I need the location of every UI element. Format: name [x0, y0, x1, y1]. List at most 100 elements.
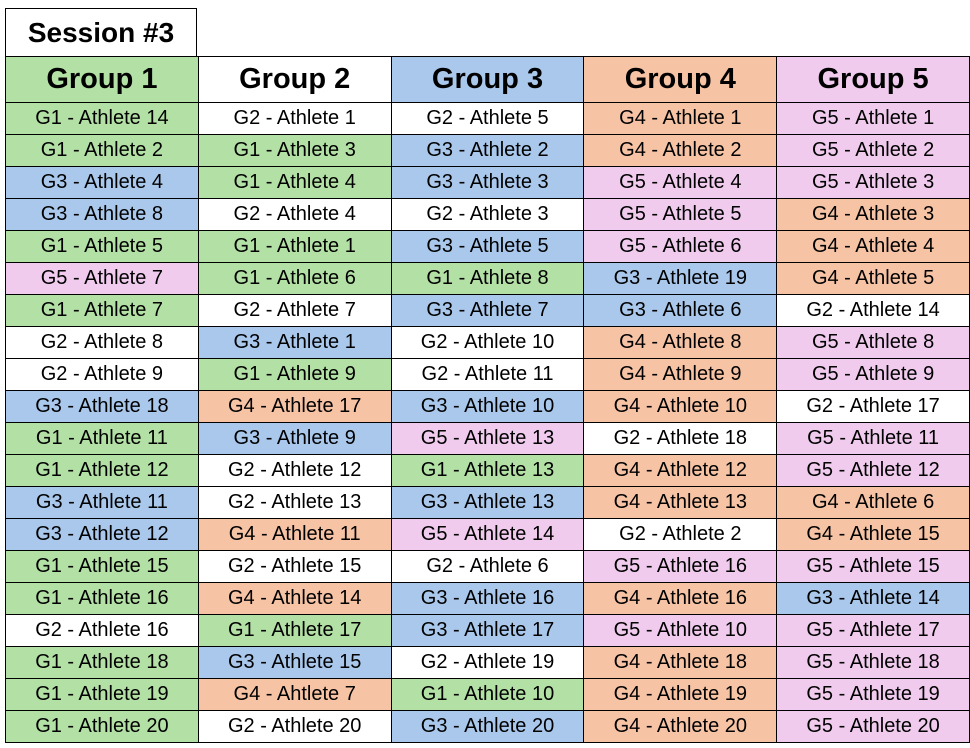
athlete-cell: G4 - Athlete 12: [583, 454, 778, 487]
athlete-cell: G5 - Athlete 13: [390, 422, 585, 455]
athlete-cell: G4 - Athlete 6: [776, 486, 970, 519]
athlete-cell: G4 - Athlete 15: [776, 518, 970, 551]
athlete-cell: G5 - Athlete 5: [583, 198, 778, 231]
athlete-cell: G4 - Athlete 11: [197, 518, 392, 551]
athlete-cell: G4 - Athlete 20: [583, 710, 778, 743]
athlete-cell: G2 - Athlete 17: [776, 390, 970, 423]
athlete-cell: G2 - Athlete 18: [583, 422, 778, 455]
athlete-cell: G3 - Athlete 12: [5, 518, 199, 551]
table-row: G3 - Athlete 8 G2 - Athlete 4 G2 - Athlete…: [5, 198, 970, 231]
athlete-cell: G1 - Athlete 6: [197, 262, 392, 295]
athlete-cell: G2 - Athlete 11: [390, 358, 585, 391]
table-row: G2 - Athlete 16 G1 - Athlete 17 G3 - Athle…: [5, 614, 970, 647]
table-row: G1 - Athlete 18 G3 - Athlete 15 G2 - Athle…: [5, 646, 970, 679]
table-row: G3 - Athlete 11 G2 - Athlete 13 G3 - Athle…: [5, 486, 970, 519]
athlete-cell: G1 - Athlete 13: [390, 454, 585, 487]
athlete-cell: G3 - Athlete 2: [390, 134, 585, 167]
athlete-cell: G2 - Athlete 8: [5, 326, 199, 359]
group-roster-table: Group 1 Group 2 Group 3 Group 4 Group 5 …: [5, 56, 970, 743]
athlete-cell: G1 - Athlete 4: [197, 166, 392, 199]
athlete-cell: G4 - Athlete 9: [583, 358, 778, 391]
athlete-cell: G1 - Athlete 1: [197, 230, 392, 263]
athlete-cell: G3 - Athlete 18: [5, 390, 199, 423]
athlete-cell: G5 - Athlete 17: [776, 614, 970, 647]
athlete-cell: G3 - Athlete 4: [5, 166, 199, 199]
athlete-cell: G4 - Athlete 16: [583, 582, 778, 615]
athlete-cell: G1 - Athlete 16: [5, 582, 199, 615]
athlete-cell: G2 - Athlete 2: [583, 518, 778, 551]
athlete-cell: G1 - Athlete 5: [5, 230, 199, 263]
athlete-cell: G2 - Athlete 20: [197, 710, 392, 743]
athlete-cell: G5 - Athlete 1: [776, 102, 970, 135]
athlete-cell: G5 - Athlete 6: [583, 230, 778, 263]
athlete-cell: G3 - Athlete 8: [5, 198, 199, 231]
group-header: Group 3: [390, 56, 585, 103]
athlete-cell: G4 - Athlete 5: [776, 262, 970, 295]
athlete-cell: G3 - Athlete 10: [390, 390, 585, 423]
table-row: G2 - Athlete 9 G1 - Athlete 9 G2 - Athlete…: [5, 358, 970, 391]
athlete-cell: G3 - Athlete 17: [390, 614, 585, 647]
athlete-cell: G1 - Athlete 18: [5, 646, 199, 679]
athlete-cell: G1 - Athlete 3: [197, 134, 392, 167]
athlete-cell: G1 - Athlete 19: [5, 678, 199, 711]
athlete-cell: G2 - Athlete 12: [197, 454, 392, 487]
athlete-cell: G4 - Athlete 2: [583, 134, 778, 167]
athlete-cell: G5 - Athlete 18: [776, 646, 970, 679]
athlete-cell: G2 - Athlete 7: [197, 294, 392, 327]
athlete-cell: G2 - Athlete 16: [5, 614, 199, 647]
athlete-cell: G4 - Athlete 14: [197, 582, 392, 615]
athlete-cell: G1 - Athlete 15: [5, 550, 199, 583]
table-row: G1 - Athlete 5 G1 - Athlete 1 G3 - Athlete…: [5, 230, 970, 263]
athlete-cell: G3 - Athlete 5: [390, 230, 585, 263]
athlete-cell: G2 - Athlete 10: [390, 326, 585, 359]
table-row: G1 - Athlete 14 G2 - Athlete 1 G2 - Athlet…: [5, 102, 970, 135]
athlete-cell: G3 - Athlete 1: [197, 326, 392, 359]
group-header: Group 1: [5, 56, 199, 103]
athlete-cell: G4 - Athlete 1: [583, 102, 778, 135]
table-row: G1 - Athlete 15 G2 - Athlete 15 G2 - Athle…: [5, 550, 970, 583]
table-row: G1 - Athlete 7 G2 - Athlete 7 G3 - Athlete…: [5, 294, 970, 327]
header-row: Group 1 Group 2 Group 3 Group 4 Group 5: [5, 56, 970, 103]
table-row: G1 - Athlete 12 G2 - Athlete 12 G1 - Athle…: [5, 454, 970, 487]
athlete-cell: G2 - Athlete 9: [5, 358, 199, 391]
athlete-cell: G3 - Athlete 6: [583, 294, 778, 327]
athlete-cell: G4 - Athlete 4: [776, 230, 970, 263]
athlete-cell: G5 - Athlete 10: [583, 614, 778, 647]
athlete-cell: G5 - Athlete 8: [776, 326, 970, 359]
athlete-cell: G1 - Athlete 10: [390, 678, 585, 711]
athlete-cell: G5 - Athlete 14: [390, 518, 585, 551]
athlete-cell: G1 - Athlete 14: [5, 102, 199, 135]
table-row: G1 - Athlete 19 G4 - Ahtlete 7 G1 - Athlet…: [5, 678, 970, 711]
athlete-cell: G4 - Athlete 18: [583, 646, 778, 679]
athlete-cell: G1 - Athlete 9: [197, 358, 392, 391]
athlete-cell: G4 - Ahtlete 7: [197, 678, 392, 711]
athlete-cell: G2 - Athlete 15: [197, 550, 392, 583]
athlete-cell: G3 - Athlete 3: [390, 166, 585, 199]
athlete-cell: G3 - Athlete 19: [583, 262, 778, 295]
athlete-cell: G4 - Athlete 8: [583, 326, 778, 359]
athlete-cell: G3 - Athlete 14: [776, 582, 970, 615]
athlete-cell: G2 - Athlete 1: [197, 102, 392, 135]
athlete-cell: G2 - Athlete 13: [197, 486, 392, 519]
athlete-cell: G3 - Athlete 7: [390, 294, 585, 327]
table-row: G3 - Athlete 4 G1 - Athlete 4 G3 - Athlete…: [5, 166, 970, 199]
session-title: Session #3: [5, 8, 197, 56]
athlete-cell: G3 - Athlete 20: [390, 710, 585, 743]
athlete-cell: G3 - Athlete 13: [390, 486, 585, 519]
athlete-cell: G1 - Athlete 7: [5, 294, 199, 327]
athlete-cell: G1 - Athlete 2: [5, 134, 199, 167]
table-row: G1 - Athlete 11 G3 - Athlete 9 G5 - Athlet…: [5, 422, 970, 455]
athlete-cell: G2 - Athlete 19: [390, 646, 585, 679]
group-header: Group 2: [197, 56, 392, 103]
athlete-cell: G2 - Athlete 3: [390, 198, 585, 231]
group-header: Group 5: [776, 56, 970, 103]
athlete-cell: G5 - Athlete 20: [776, 710, 970, 743]
athlete-cell: G4 - Athlete 19: [583, 678, 778, 711]
athlete-cell: G3 - Athlete 11: [5, 486, 199, 519]
table-row: G1 - Athlete 16 G4 - Athlete 14 G3 - Athle…: [5, 582, 970, 615]
athlete-cell: G5 - Athlete 11: [776, 422, 970, 455]
athlete-cell: G4 - Athlete 13: [583, 486, 778, 519]
athlete-cell: G5 - Athlete 12: [776, 454, 970, 487]
athlete-cell: G1 - Athlete 12: [5, 454, 199, 487]
athlete-cell: G5 - Athlete 15: [776, 550, 970, 583]
